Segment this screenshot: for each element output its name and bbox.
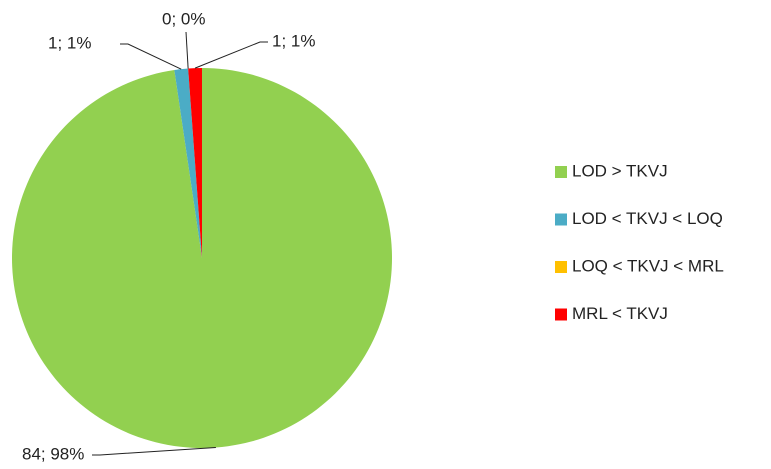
- legend-label: LOD < TKVJ < LOQ: [572, 209, 723, 228]
- data-label: 84; 98%: [22, 444, 84, 463]
- legend-swatch: [555, 166, 567, 178]
- leader-line: [92, 446, 216, 456]
- legend-label: LOD > TKVJ: [572, 161, 668, 180]
- data-label: 0; 0%: [162, 9, 205, 28]
- legend-swatch: [555, 213, 567, 226]
- pie-slice: [174, 68, 202, 258]
- data-label: 1; 1%: [272, 31, 315, 50]
- legend-swatch: [555, 308, 567, 321]
- legend-swatch: [555, 261, 567, 273]
- leader-line: [185, 31, 189, 69]
- data-label: 1; 1%: [48, 33, 91, 52]
- pie-slice: [188, 68, 202, 258]
- leader-line: [194, 41, 268, 69]
- legend-label: MRL < TKVJ: [572, 304, 668, 323]
- leader-line: [120, 43, 182, 70]
- pie-slice: [12, 68, 393, 449]
- legend-label: LOQ < TKVJ < MRL: [572, 256, 724, 275]
